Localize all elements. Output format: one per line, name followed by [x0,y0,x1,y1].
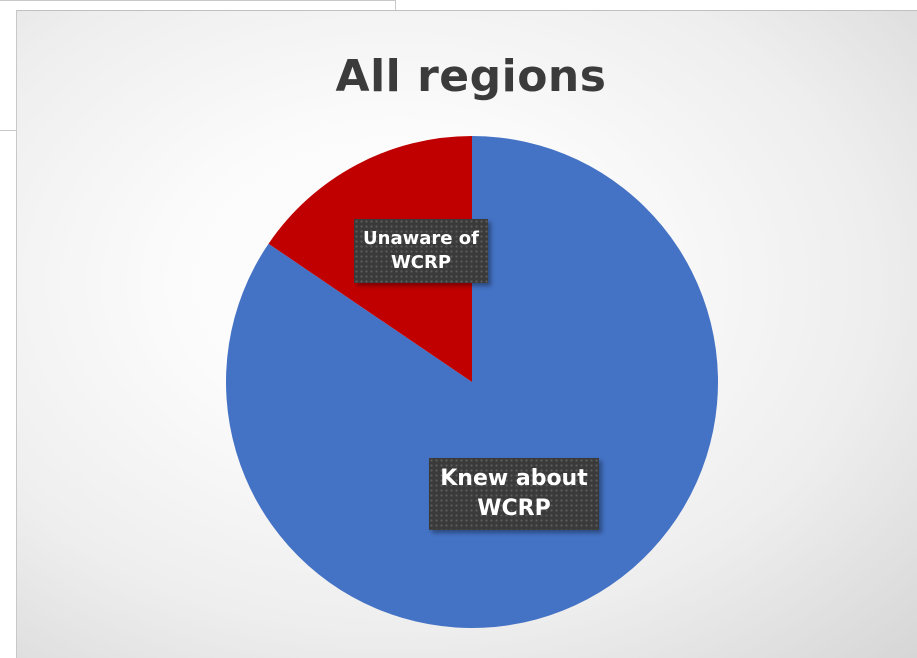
frame-line-vertical-top [395,0,396,11]
data-label-knew-line2: WCRP [477,496,551,521]
pie-chart [226,136,719,628]
data-label-knew-line1: Knew about [440,466,588,491]
data-label-knew: Knew about WCRP [429,458,599,530]
chart-area: All regions Unaware of WCRP Knew about W… [17,10,917,658]
data-label-unaware: Unaware of WCRP [354,219,488,283]
data-label-unaware-line1: Unaware of [363,228,479,249]
frame-line-top-left [0,0,395,1]
chart-title: All regions [335,51,607,102]
frame-line-left-tick [0,130,17,131]
data-label-unaware-line2: WCRP [390,252,452,273]
frame-line-left [16,10,17,658]
